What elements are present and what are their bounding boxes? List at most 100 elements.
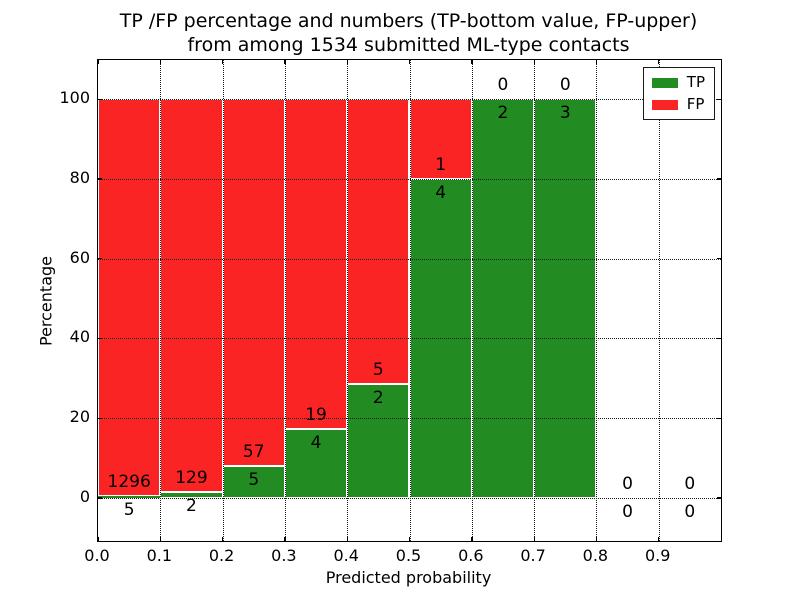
fp-bar-segment xyxy=(222,99,285,466)
y-axis-tick xyxy=(98,497,102,499)
tp-count-label: 2 xyxy=(186,495,197,516)
x-gridline xyxy=(160,60,162,541)
x-axis-tick-top xyxy=(97,60,99,64)
y-axis-tick-right xyxy=(717,417,721,419)
tp-count-label: 3 xyxy=(559,103,571,124)
y-tick-label: 100 xyxy=(59,88,90,108)
x-axis-tick xyxy=(222,537,224,541)
fp-bar-segment xyxy=(98,99,161,497)
fp-count-label: 57 xyxy=(242,441,265,462)
fp-bar-segment xyxy=(284,99,348,429)
fp-bar-segment xyxy=(409,99,472,179)
tp-count-label: 0 xyxy=(684,501,696,522)
tp-bar-segment xyxy=(284,428,348,498)
x-axis-label: Predicted probability xyxy=(325,568,492,587)
x-tick-label: 0.5 xyxy=(395,546,422,565)
x-axis-tick xyxy=(658,537,660,541)
x-gridline xyxy=(534,60,536,541)
fp-count-label: 1 xyxy=(435,154,447,175)
legend-entry-fp: FP xyxy=(651,95,705,113)
y-axis-tick xyxy=(98,98,102,100)
x-tick-label: 0.1 xyxy=(146,546,173,565)
x-gridline xyxy=(284,60,286,541)
x-axis-tick-top xyxy=(409,60,411,64)
tp-bar-segment xyxy=(98,496,161,498)
fp-legend-swatch xyxy=(651,99,678,110)
y-tick-label: 60 xyxy=(69,247,90,267)
x-axis-tick xyxy=(409,537,411,541)
chart-title: TP /FP percentage and numbers (TP-bottom… xyxy=(97,9,720,57)
tp-count-label: 2 xyxy=(497,103,509,124)
x-tick-label: 0.9 xyxy=(644,546,671,565)
tp-legend-label: TP xyxy=(686,73,705,91)
y-axis-tick xyxy=(98,178,102,180)
x-axis-tick-top xyxy=(658,60,660,64)
y-axis-tick-right xyxy=(717,258,721,260)
fp-count-label: 0 xyxy=(684,473,696,494)
y-axis-tick-right xyxy=(717,178,721,180)
x-axis-tick-top xyxy=(533,60,535,64)
fp-count-label: 129 xyxy=(175,467,208,488)
x-tick-label: 0.6 xyxy=(458,546,484,565)
x-tick-label: 0.4 xyxy=(333,546,359,565)
tp-bar-segment xyxy=(222,465,285,498)
y-tick-label: 80 xyxy=(69,167,90,187)
legend-entry-tp: TP xyxy=(651,73,705,91)
x-gridline xyxy=(222,60,224,541)
fp-bar-segment xyxy=(160,99,223,492)
chart-title-line2: from among 1534 submitted ML-type contac… xyxy=(187,34,630,56)
y-axis-tick-right xyxy=(717,337,721,340)
tp-count-label: 5 xyxy=(248,469,260,490)
x-axis-tick xyxy=(97,537,99,541)
chart-title-line1: TP /FP percentage and numbers (TP-bottom… xyxy=(119,10,698,32)
fp-count-label: 0 xyxy=(559,75,571,96)
tp-bar-segment xyxy=(534,99,597,498)
x-tick-label: 0.7 xyxy=(520,546,546,565)
x-axis-tick-top xyxy=(222,60,224,64)
y-tick-label: 0 xyxy=(79,486,90,506)
legend: TP FP xyxy=(642,67,715,120)
fp-bar-segment xyxy=(347,99,410,384)
x-gridline xyxy=(596,60,598,541)
x-axis-tick-top xyxy=(720,60,722,64)
tp-bar-segment xyxy=(471,99,535,498)
x-axis-tick xyxy=(284,537,286,541)
fp-count-label: 1296 xyxy=(107,472,151,493)
tp-count-label: 4 xyxy=(435,182,447,203)
x-gridline xyxy=(471,60,473,541)
x-axis-tick xyxy=(346,537,348,541)
x-tick-label: 0.8 xyxy=(582,546,609,565)
tp-count-label: 5 xyxy=(123,500,135,521)
fp-count-label: 19 xyxy=(305,404,327,425)
x-axis-tick xyxy=(595,537,598,541)
y-tick-label: 40 xyxy=(69,327,90,347)
y-axis-tick-right xyxy=(717,98,721,100)
x-gridline xyxy=(409,60,411,541)
x-axis-tick-top xyxy=(595,60,598,64)
fp-legend-label: FP xyxy=(686,95,705,113)
fp-count-label: 5 xyxy=(372,359,384,380)
tp-count-label: 2 xyxy=(372,387,384,408)
tp-count-label: 4 xyxy=(310,432,322,453)
x-axis-tick xyxy=(471,537,473,541)
y-axis-tick xyxy=(98,258,102,260)
x-axis-tick-top xyxy=(159,60,162,64)
x-tick-label: 0.0 xyxy=(84,546,110,565)
y-axis-tick-right xyxy=(717,497,721,499)
x-gridline xyxy=(658,60,660,541)
x-axis-tick xyxy=(720,537,722,541)
fp-count-label: 0 xyxy=(622,473,633,494)
x-axis-tick-top xyxy=(471,60,473,64)
fp-count-label: 0 xyxy=(497,75,509,96)
y-axis-tick xyxy=(98,337,102,340)
x-tick-label: 0.3 xyxy=(271,546,297,565)
y-axis-tick xyxy=(98,417,102,419)
x-gridline xyxy=(347,60,349,541)
x-tick-label: 0.2 xyxy=(208,546,235,565)
x-axis-tick-top xyxy=(346,60,348,64)
x-axis-tick-top xyxy=(284,60,286,64)
plot-area: TP FP 1296 5 129 2 57 5 19 4 5 2 1 4 0 2 0 3 0 0 0 0 xyxy=(97,59,722,542)
tp-bar-segment xyxy=(347,383,410,498)
x-axis-tick xyxy=(533,537,535,541)
